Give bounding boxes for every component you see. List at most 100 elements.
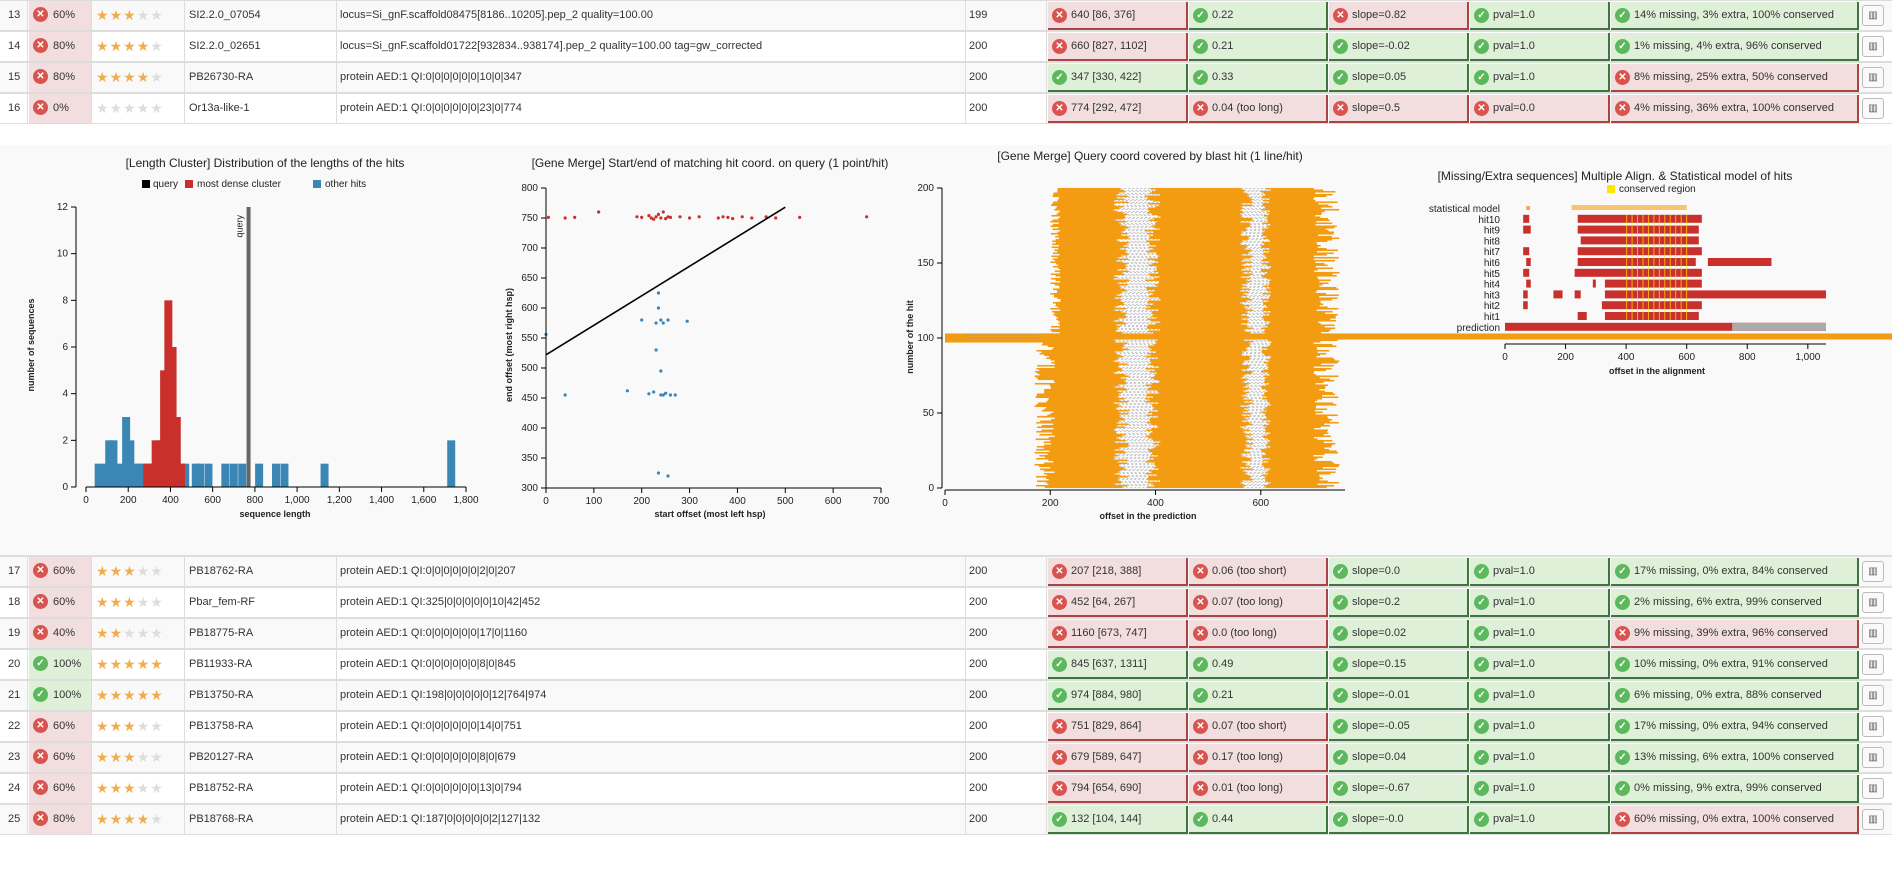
length-test-cell[interactable]: ✓ 347 [330, 422] (1048, 64, 1188, 92)
hit-cluster-test-cell[interactable]: ✕ 0.04 (too long) (1189, 95, 1328, 123)
length-test-cell[interactable]: ✕ 751 [829, 864] (1048, 713, 1188, 741)
hit-segment (1039, 433, 1126, 436)
chart-toggle-button[interactable]: ▥ (1862, 685, 1884, 706)
table-row[interactable]: 25 ✕ 80% ★★★★★ PB18768-RA protein AED:1 QI:18… (0, 804, 1892, 835)
missing-extra-test-cell[interactable]: ✓ 13% missing, 6% extra, 100% conserved (1611, 744, 1859, 772)
gene-merge-pval-test-cell[interactable]: ✓ pval=1.0 (1470, 682, 1610, 710)
chart-toggle-button[interactable]: ▥ (1862, 623, 1884, 644)
table-row[interactable]: 17 ✕ 60% ★★★★★ PB18762-RA protein AED:1 QI:0|… (0, 556, 1892, 587)
gene-merge-pval-test-cell[interactable]: ✓ pval=1.0 (1470, 775, 1610, 803)
gene-merge-slope-test-cell[interactable]: ✓ slope=-0.67 (1329, 775, 1469, 803)
table-row[interactable]: 13 ✕ 60% ★★★★★ SI2.2.0_07054 locus=Si_gnF.sca… (0, 0, 1892, 31)
missing-extra-test-cell[interactable]: ✓ 17% missing, 0% extra, 84% conserved (1611, 558, 1859, 586)
chart-toggle-button[interactable]: ▥ (1862, 747, 1884, 768)
gene-merge-pval-test-cell[interactable]: ✓ pval=1.0 (1470, 33, 1610, 61)
table-row[interactable]: 21 ✓ 100% ★★★★★ PB13750-RA protein AED:1 QI:1… (0, 680, 1892, 711)
gene-merge-pval-test-cell[interactable]: ✓ pval=1.0 (1470, 589, 1610, 617)
length-test-cell[interactable]: ✕ 207 [218, 388] (1048, 558, 1188, 586)
star-icon: ★ (109, 749, 124, 765)
missing-extra-test-cell[interactable]: ✕ 9% missing, 39% extra, 96% conserved (1611, 620, 1859, 648)
hit-cluster-test-cell[interactable]: ✓ 0.49 (1189, 651, 1328, 679)
hit-segment (1264, 273, 1333, 276)
length-test-cell[interactable]: ✓ 974 [884, 980] (1048, 682, 1188, 710)
table-row[interactable]: 18 ✕ 60% ★★★★★ Pbar_fem-RF protein AED:1 QI:3… (0, 587, 1892, 618)
hit-cluster-test-cell[interactable]: ✕ 0.07 (too short) (1189, 713, 1328, 741)
missing-extra-test-cell[interactable]: ✓ 14% missing, 3% extra, 100% conserved (1611, 2, 1859, 30)
hit-segment (1058, 211, 1123, 214)
hit-cluster-test-cell[interactable]: ✓ 0.33 (1189, 64, 1328, 92)
table-row[interactable]: 16 ✕ 0% ★★★★★ Or13a-like-1 protein AED:1 QI:0… (0, 93, 1892, 124)
hit-cluster-test-cell[interactable]: ✕ 0.01 (too long) (1189, 775, 1328, 803)
gene-merge-pval-test-cell[interactable]: ✕ pval=0.0 (1470, 95, 1610, 123)
missing-extra-test-cell[interactable]: ✕ 4% missing, 36% extra, 100% conserved (1611, 95, 1859, 123)
star-icon: ★ (136, 687, 151, 703)
length-test-cell[interactable]: ✓ 845 [637, 1311] (1048, 651, 1188, 679)
table-row[interactable]: 20 ✓ 100% ★★★★★ PB11933-RA protein AED:1 QI:0… (0, 649, 1892, 680)
gene-merge-pval-test-cell[interactable]: ✓ pval=1.0 (1470, 651, 1610, 679)
hit-cluster-test-cell[interactable]: ✓ 0.44 (1189, 806, 1328, 834)
missing-extra-test-cell[interactable]: ✓ 1% missing, 4% extra, 96% conserved (1611, 33, 1859, 61)
hit-cluster-test-cell[interactable]: ✕ 0.0 (too long) (1189, 620, 1328, 648)
hit-segment (1060, 309, 1114, 312)
missing-extra-test-cell[interactable]: ✕ 60% missing, 0% extra, 100% conserved (1611, 806, 1859, 834)
chart-toggle-button[interactable]: ▥ (1862, 592, 1884, 613)
gene-merge-pval-test-cell[interactable]: ✓ pval=1.0 (1470, 558, 1610, 586)
hit-cluster-test-cell[interactable]: ✕ 0.06 (too short) (1189, 558, 1328, 586)
length-test-cell[interactable]: ✕ 794 [654, 690] (1048, 775, 1188, 803)
hit-cluster-test-cell[interactable]: ✓ 0.21 (1189, 682, 1328, 710)
chart-toggle-button[interactable]: ▥ (1862, 778, 1884, 799)
chart-toggle-button[interactable]: ▥ (1862, 561, 1884, 582)
gene-merge-pval-test-cell[interactable]: ✓ pval=1.0 (1470, 744, 1610, 772)
gene-merge-pval-test-cell[interactable]: ✓ pval=1.0 (1470, 64, 1610, 92)
hit-segment (1057, 291, 1122, 294)
gene-merge-slope-test-cell[interactable]: ✓ slope=-0.0 (1329, 806, 1469, 834)
gene-merge-slope-test-cell[interactable]: ✕ slope=0.82 (1329, 2, 1469, 30)
length-test-cell[interactable]: ✕ 452 [64, 267] (1048, 589, 1188, 617)
chart-toggle-button[interactable]: ▥ (1862, 5, 1884, 26)
gene-merge-slope-test-cell[interactable]: ✓ slope=-0.05 (1329, 713, 1469, 741)
gene-merge-pval-test-cell[interactable]: ✓ pval=1.0 (1470, 713, 1610, 741)
gene-merge-pval-test-cell[interactable]: ✓ pval=1.0 (1470, 2, 1610, 30)
table-row[interactable]: 23 ✕ 60% ★★★★★ PB20127-RA protein AED:1 QI:0|… (0, 742, 1892, 773)
length-test-cell[interactable]: ✕ 640 [86, 376] (1048, 2, 1188, 30)
length-test-cell[interactable]: ✕ 660 [827, 1102] (1048, 33, 1188, 61)
chart-toggle-button[interactable]: ▥ (1862, 809, 1884, 830)
gene-merge-slope-test-cell[interactable]: ✓ slope=0.04 (1329, 744, 1469, 772)
length-test-cell[interactable]: ✕ 774 [292, 472] (1048, 95, 1188, 123)
missing-extra-test-cell[interactable]: ✓ 2% missing, 6% extra, 99% conserved (1611, 589, 1859, 617)
chart-toggle-button[interactable]: ▥ (1862, 36, 1884, 57)
length-test-cell[interactable]: ✓ 132 [104, 144] (1048, 806, 1188, 834)
table-row[interactable]: 14 ✕ 80% ★★★★★ SI2.2.0_02651 locus=Si_gnF.sca… (0, 31, 1892, 62)
missing-extra-test-cell[interactable]: ✓ 0% missing, 9% extra, 99% conserved (1611, 775, 1859, 803)
gene-merge-pval-test-cell[interactable]: ✓ pval=1.0 (1470, 620, 1610, 648)
table-row[interactable]: 19 ✕ 40% ★★★★★ PB18775-RA protein AED:1 QI:0|… (0, 618, 1892, 649)
length-test-cell[interactable]: ✕ 679 [589, 647] (1048, 744, 1188, 772)
gene-merge-slope-test-cell[interactable]: ✓ slope=0.02 (1329, 620, 1469, 648)
gene-merge-slope-test-cell[interactable]: ✓ slope=-0.02 (1329, 33, 1469, 61)
missing-extra-test-cell[interactable]: ✓ 10% missing, 0% extra, 91% conserved (1611, 651, 1859, 679)
gene-merge-slope-test-cell[interactable]: ✓ slope=-0.01 (1329, 682, 1469, 710)
hit-cluster-test-cell[interactable]: ✓ 0.21 (1189, 33, 1328, 61)
gene-merge-slope-test-cell[interactable]: ✓ slope=0.2 (1329, 589, 1469, 617)
gene-merge-pval-test-cell[interactable]: ✓ pval=1.0 (1470, 806, 1610, 834)
chart-toggle-button[interactable]: ▥ (1862, 67, 1884, 88)
missing-extra-test-cell[interactable]: ✓ 6% missing, 0% extra, 88% conserved (1611, 682, 1859, 710)
table-row[interactable]: 24 ✕ 60% ★★★★★ PB18752-RA protein AED:1 QI:0|… (0, 773, 1892, 804)
gene-merge-slope-test-cell[interactable]: ✕ slope=0.5 (1329, 95, 1469, 123)
hit-segment (1149, 418, 1248, 421)
gene-merge-slope-test-cell[interactable]: ✓ slope=0.15 (1329, 651, 1469, 679)
hit-cluster-test-cell[interactable]: ✕ 0.17 (too long) (1189, 744, 1328, 772)
hit-cluster-test-cell[interactable]: ✓ 0.22 (1189, 2, 1328, 30)
gene-merge-slope-test-cell[interactable]: ✓ slope=0.0 (1329, 558, 1469, 586)
table-row[interactable]: 15 ✕ 80% ★★★★★ PB26730-RA protein AED:1 QI:0|… (0, 62, 1892, 93)
hit-segment (1059, 253, 1128, 256)
chart-toggle-button[interactable]: ▥ (1862, 98, 1884, 119)
hit-cluster-test-cell[interactable]: ✕ 0.07 (too long) (1189, 589, 1328, 617)
chart-toggle-button[interactable]: ▥ (1862, 654, 1884, 675)
missing-extra-test-cell[interactable]: ✓ 17% missing, 0% extra, 94% conserved (1611, 713, 1859, 741)
chart-toggle-button[interactable]: ▥ (1862, 716, 1884, 737)
table-row[interactable]: 22 ✕ 60% ★★★★★ PB13758-RA protein AED:1 QI:0|… (0, 711, 1892, 742)
gene-merge-slope-test-cell[interactable]: ✓ slope=0.05 (1329, 64, 1469, 92)
missing-extra-test-cell[interactable]: ✕ 8% missing, 25% extra, 50% conserved (1611, 64, 1859, 92)
length-test-cell[interactable]: ✕ 1160 [673, 747] (1048, 620, 1188, 648)
